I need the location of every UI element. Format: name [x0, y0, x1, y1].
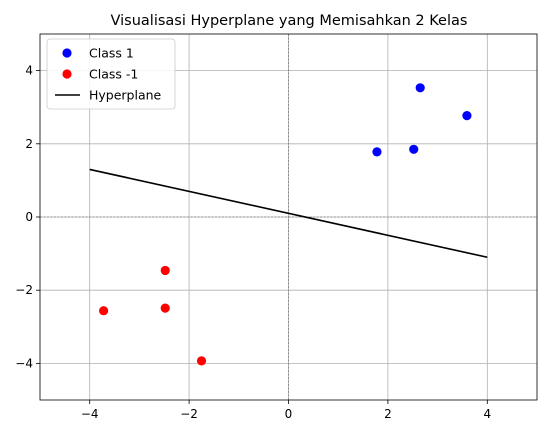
- scatter-point-series-0: [462, 111, 472, 121]
- legend-marker: [62, 48, 72, 58]
- zero-lines: [40, 34, 537, 400]
- legend-box: [46, 38, 176, 110]
- scatter-point-series-1: [160, 303, 170, 313]
- scatter-point-series-0: [415, 83, 425, 93]
- y-tick-label: 4: [25, 64, 33, 78]
- axis-ticks: −4 −2 0 2 4 −4 −2 0 2 4: [15, 64, 491, 421]
- legend-label: Class -1: [89, 67, 138, 82]
- scatter-point-series-1: [196, 356, 207, 366]
- hyperplane-line: [89, 168, 488, 259]
- x-tick-label: −2: [180, 407, 198, 421]
- plot-series: [89, 83, 488, 366]
- legend: Class 1 Class -1 Hyperplane: [46, 38, 176, 110]
- legend-label: Hyperplane: [89, 88, 162, 103]
- scatter-point-series-0: [409, 144, 419, 154]
- x-tick-label: 2: [384, 407, 392, 421]
- y-tick-label: −4: [15, 356, 33, 370]
- x-tick-label: 0: [285, 407, 293, 421]
- y-tick-label: 2: [25, 137, 33, 151]
- scatter-point-series-0: [372, 147, 382, 157]
- y-tick-label: −2: [15, 283, 33, 297]
- scatter-point-series-1: [160, 265, 170, 276]
- legend-marker: [62, 69, 72, 79]
- y-tick-label: 0: [25, 210, 33, 224]
- chart-title: Visualisasi Hyperplane yang Memisahkan 2…: [111, 13, 468, 29]
- x-tick-label: −4: [81, 407, 99, 421]
- legend-label: Class 1: [89, 46, 134, 61]
- scatter-point-series-1: [99, 306, 109, 316]
- x-tick-label: 4: [483, 407, 491, 421]
